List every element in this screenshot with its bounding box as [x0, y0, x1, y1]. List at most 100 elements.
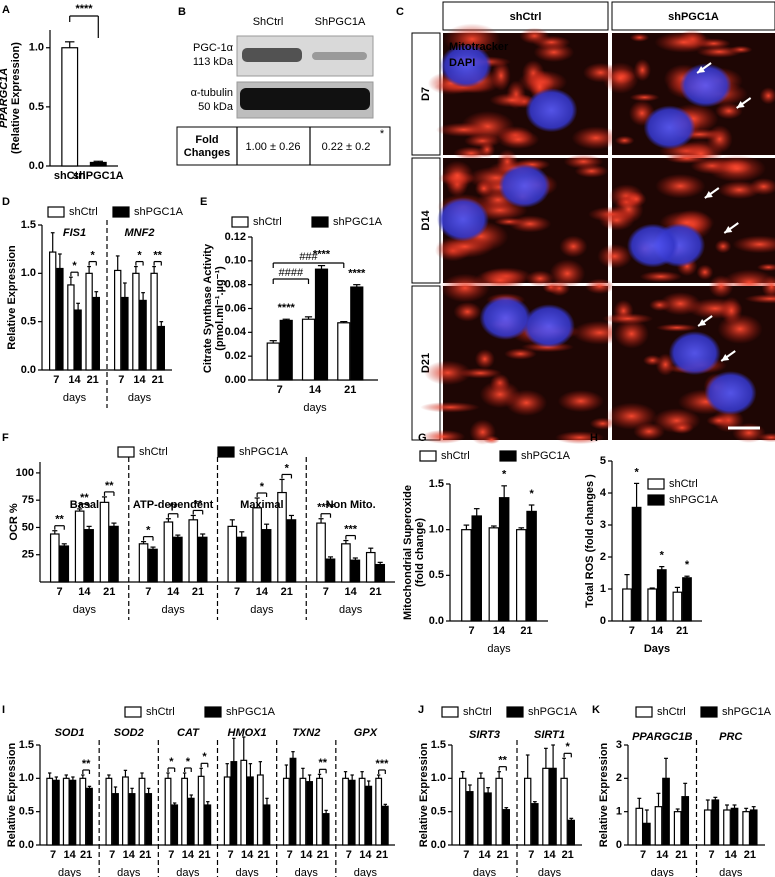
bar	[654, 806, 663, 846]
x-tick-label: 7	[323, 586, 329, 598]
panel-letter: B	[178, 6, 186, 18]
significance: *	[72, 260, 77, 272]
bar	[148, 548, 158, 583]
mitochondria	[629, 33, 650, 42]
bar	[252, 507, 262, 583]
y-tick-label: 0.00	[225, 374, 246, 386]
y-tick-label: 1.0	[431, 772, 446, 784]
band-label: α-tubulin	[191, 87, 233, 99]
y-tick-label: 1.0	[429, 524, 444, 536]
mitochondria	[435, 235, 494, 258]
panel-letter: H	[590, 432, 598, 444]
bar	[138, 543, 149, 583]
nucleus	[440, 43, 493, 88]
x-axis-label: days	[128, 392, 152, 404]
y-tick-label: 0.08	[225, 279, 246, 291]
bar	[459, 777, 467, 846]
bar	[466, 791, 474, 846]
legend-label: shCtrl	[657, 706, 686, 718]
legend-label: Mitotracker	[449, 41, 509, 53]
significance: *	[660, 550, 665, 562]
significance: *	[91, 249, 96, 261]
bar	[74, 510, 85, 583]
x-tick-label: 21	[376, 849, 388, 861]
significance: *	[186, 756, 191, 768]
mitochondria	[497, 129, 540, 150]
x-tick-label: 7	[53, 374, 59, 386]
significance: ****	[317, 502, 335, 514]
legend-label: shCtrl	[146, 706, 175, 718]
bar	[348, 779, 356, 846]
bar	[723, 809, 731, 846]
bar	[681, 796, 690, 846]
mitochondria	[563, 154, 604, 169]
y-tick-label: 0.5	[429, 569, 444, 581]
mitochondria	[598, 209, 635, 231]
legend-label: shPGC1A	[239, 446, 289, 458]
bar	[642, 822, 651, 846]
panel-letter: I	[2, 704, 5, 716]
mitochondria	[483, 435, 500, 445]
x-axis-label: days	[651, 867, 675, 877]
panel-letter: F	[2, 432, 9, 444]
y-axis-label: Citrate Synthase Activity	[202, 243, 214, 373]
bar	[325, 558, 336, 583]
x-tick-label: 14	[68, 374, 81, 386]
y-tick-label: 1.0	[21, 267, 36, 279]
bar	[567, 819, 575, 846]
y-tick-label: 0.0	[21, 364, 36, 376]
significance: **	[498, 755, 507, 767]
bar	[279, 319, 293, 381]
x-tick-label: 7	[234, 586, 240, 598]
mitochondria	[732, 235, 775, 254]
y-tick-label: 0.5	[431, 806, 446, 818]
bar	[342, 777, 349, 846]
y-tick-label: 5	[600, 455, 606, 467]
mitochondria	[420, 401, 480, 413]
x-tick-label: 14	[133, 374, 146, 386]
bar	[306, 781, 313, 846]
legend-label: shCtrl	[669, 478, 698, 490]
x-axis-label: days	[117, 867, 141, 877]
mitochondria	[474, 180, 494, 197]
column-header: shCtrl	[510, 11, 542, 23]
x-axis-label: days	[250, 604, 274, 616]
legend-label: shCtrl	[463, 706, 492, 718]
significance: *	[146, 525, 151, 537]
significance: *	[529, 488, 534, 500]
bar	[145, 793, 153, 846]
bar	[256, 774, 264, 846]
group-label: MNF2	[125, 227, 155, 239]
fold-value: 0.22 ± 0.2	[322, 141, 371, 153]
x-axis-label: days	[235, 867, 259, 877]
significance: ***	[344, 523, 358, 535]
mitochondria	[670, 421, 694, 435]
mitochondria	[633, 422, 665, 441]
mitochondria	[489, 92, 535, 108]
significance: ****	[348, 268, 366, 280]
mitochondria	[478, 141, 496, 159]
legend-swatch	[419, 450, 437, 462]
bar	[164, 777, 172, 846]
bar	[263, 804, 271, 846]
mitochondria	[761, 275, 775, 299]
band	[240, 88, 370, 110]
group-label: SOD2	[114, 727, 144, 739]
bar	[89, 161, 107, 167]
bar	[526, 510, 537, 622]
x-tick-label: 14	[300, 849, 313, 861]
bar	[46, 777, 54, 846]
significance: **	[105, 480, 114, 492]
significance: ***	[376, 758, 390, 770]
group-label: PPARGC1B	[632, 731, 692, 743]
panel-letter: E	[200, 196, 207, 208]
group-label: FIS1	[63, 227, 86, 239]
significance: ****	[313, 249, 331, 261]
legend-label: shPGC1A	[333, 216, 383, 228]
bar	[742, 811, 751, 846]
bar	[502, 809, 510, 846]
bar	[647, 588, 658, 622]
mitochondria	[759, 87, 775, 105]
group-label: SOD1	[55, 727, 85, 739]
x-tick-label: 14	[359, 849, 372, 861]
